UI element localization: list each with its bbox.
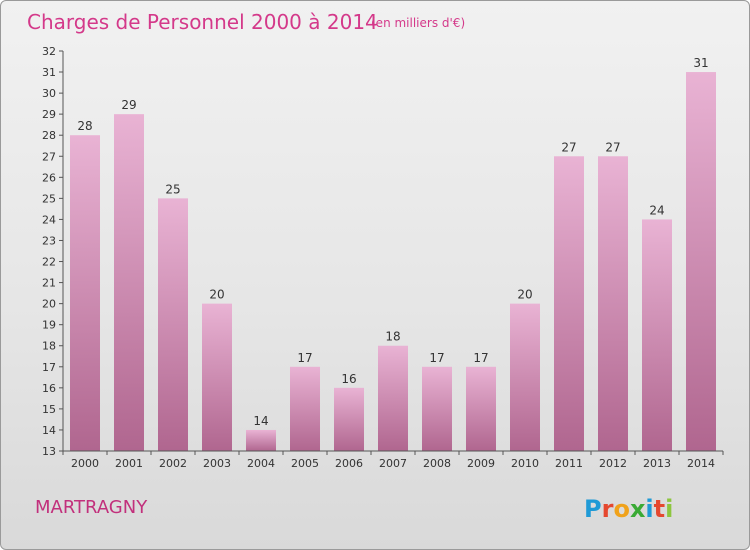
y-tick-label: 26 — [42, 171, 56, 184]
data-label: 25 — [165, 182, 180, 196]
y-tick-label: 29 — [42, 108, 56, 121]
x-tick-label: 2014 — [687, 457, 715, 470]
data-label: 20 — [209, 288, 224, 302]
y-tick-label: 20 — [42, 298, 56, 311]
x-tick-label: 2007 — [379, 457, 407, 470]
bar — [334, 387, 364, 451]
logo-letter: o — [613, 495, 630, 523]
x-tick-label: 2003 — [203, 457, 231, 470]
y-tick-label: 21 — [42, 277, 56, 290]
logo-letter: i — [665, 495, 673, 523]
y-tick-label: 28 — [42, 129, 56, 142]
data-label: 27 — [605, 140, 620, 154]
proxiti-logo: Proxiti — [584, 495, 673, 523]
y-tick-label: 32 — [42, 45, 56, 58]
logo-letter: x — [630, 495, 646, 523]
bar — [598, 156, 628, 451]
data-label: 14 — [253, 414, 268, 428]
x-tick-label: 2008 — [423, 457, 451, 470]
x-tick-label: 2001 — [115, 457, 143, 470]
bar — [114, 114, 144, 451]
data-label: 31 — [693, 56, 708, 70]
bar — [70, 135, 100, 452]
logo-letter: r — [602, 495, 614, 523]
x-axis: 2000 2001 2002 2003 2004 2005 2006 2007 2008 2009… — [62, 450, 724, 470]
y-tick-label: 13 — [42, 445, 56, 458]
bar — [422, 366, 452, 451]
x-tick-label: 2013 — [643, 457, 671, 470]
y-axis: 13 14 15 16 17 18 19 20 21 22 23 24 25 26 27 28 29 30 31 32 — [42, 45, 64, 458]
bar — [158, 198, 188, 451]
chart-subtitle: (en milliers d'€) — [371, 16, 465, 30]
data-label: 17 — [429, 351, 444, 365]
bar — [290, 366, 320, 451]
x-tick-label: 2006 — [335, 457, 363, 470]
y-tick-label: 19 — [42, 319, 56, 332]
y-tick-label: 23 — [42, 234, 56, 247]
data-label: 27 — [561, 140, 576, 154]
data-label: 20 — [517, 288, 532, 302]
y-tick-label: 30 — [42, 87, 56, 100]
y-tick-label: 31 — [42, 66, 56, 79]
x-tick-label: 2010 — [511, 457, 539, 470]
y-tick-label: 18 — [42, 340, 56, 353]
y-tick-label: 24 — [42, 213, 56, 226]
data-label: 18 — [385, 330, 400, 344]
logo-letter: t — [654, 495, 665, 523]
bars: 28 29 25 20 14 17 16 18 17 17 20 27 27 24 31 — [70, 56, 716, 452]
x-tick-label: 2000 — [71, 457, 99, 470]
x-tick-label: 2009 — [467, 457, 495, 470]
bar — [686, 72, 716, 451]
y-tick-label: 27 — [42, 150, 56, 163]
bar — [554, 156, 584, 451]
y-tick-label: 15 — [42, 403, 56, 416]
logo-letter: P — [584, 495, 602, 523]
data-label: 17 — [297, 351, 312, 365]
x-tick-label: 2012 — [599, 457, 627, 470]
chart-title: Charges de Personnel 2000 à 2014 — [27, 10, 378, 34]
bar — [378, 345, 408, 451]
data-label: 29 — [121, 98, 136, 112]
y-tick-label: 14 — [42, 424, 56, 437]
bar — [466, 366, 496, 451]
y-tick-label: 22 — [42, 256, 56, 269]
data-label: 28 — [77, 119, 92, 133]
x-tick-label: 2005 — [291, 457, 319, 470]
commune-name: MARTRAGNY — [35, 497, 148, 518]
y-tick-label: 17 — [42, 361, 56, 374]
bar — [642, 219, 672, 451]
x-tick-label: 2002 — [159, 457, 187, 470]
data-label: 24 — [649, 203, 664, 217]
x-tick-label: 2004 — [247, 457, 275, 470]
x-tick-label: 2011 — [555, 457, 583, 470]
bar — [510, 303, 540, 451]
y-tick-label: 16 — [42, 382, 56, 395]
logo-letter: i — [645, 495, 653, 523]
y-tick-label: 25 — [42, 192, 56, 205]
data-label: 17 — [473, 351, 488, 365]
bar — [246, 429, 276, 451]
data-label: 16 — [341, 372, 356, 386]
bar — [202, 303, 232, 451]
